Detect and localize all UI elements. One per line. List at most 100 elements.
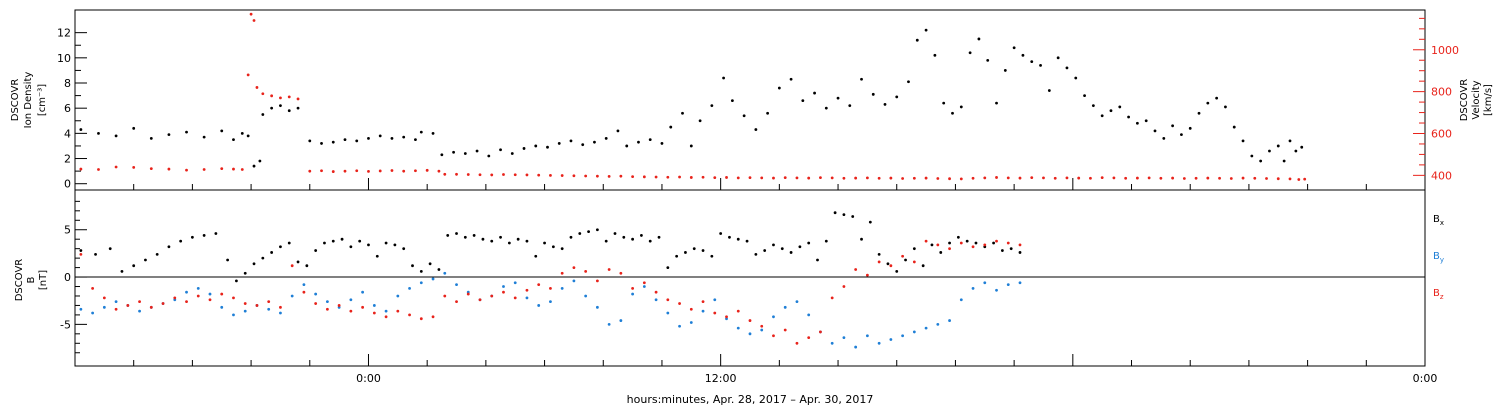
field-point-by <box>267 307 271 311</box>
field-point-bx <box>684 251 687 254</box>
field-point-bx <box>578 232 582 235</box>
field-point-bx <box>595 228 599 232</box>
field-point-bx <box>930 243 934 247</box>
velocity-point <box>654 175 658 179</box>
velocity-point <box>830 176 834 180</box>
density-point <box>1003 69 1007 72</box>
density-point <box>546 145 549 149</box>
field-point-bx <box>463 235 467 239</box>
field-point-by <box>830 341 834 345</box>
field-point-bz <box>138 300 141 304</box>
field-point-by <box>889 338 893 341</box>
field-point-bx <box>108 247 112 251</box>
density-point <box>689 144 693 148</box>
density-point <box>557 142 561 145</box>
field-point-by <box>1018 281 1022 285</box>
field-point-bz <box>1006 241 1010 245</box>
field-point-bx <box>243 271 247 275</box>
field-point-bz <box>619 271 623 275</box>
density-axis-label-line-2: Ion Density <box>23 72 34 129</box>
density-point <box>722 76 725 80</box>
legend-label-bx: Bx <box>1433 214 1444 227</box>
velocity-point <box>783 176 787 180</box>
field-axis-label-line-1: DSCOVR <box>14 259 25 302</box>
field-point-by <box>361 290 365 294</box>
field-point-bz <box>185 300 188 304</box>
density-point <box>149 136 153 140</box>
density-point <box>463 152 467 155</box>
field-point-bx <box>640 234 643 237</box>
density-tick-label: 4 <box>64 127 71 140</box>
field-point-by <box>372 304 376 307</box>
field-point-bx <box>516 237 520 241</box>
density-point <box>1282 159 1286 163</box>
legend-subscript: x <box>1440 219 1444 227</box>
field-point-by <box>196 287 200 290</box>
field-point-bx <box>402 247 406 251</box>
field-point-bx <box>252 262 256 266</box>
velocity-point <box>255 86 259 89</box>
density-point <box>355 139 359 143</box>
field-point-bx <box>543 241 546 245</box>
velocity-point <box>252 19 256 22</box>
field-point-bx <box>895 269 899 273</box>
velocity-point <box>185 168 188 172</box>
field-point-bx <box>437 268 441 271</box>
velocity-point <box>607 174 611 178</box>
velocity-point <box>666 175 670 179</box>
field-point-by <box>408 287 411 290</box>
magnetic-field-panel: -505 0:00 12:00 0:00 DSCOVR B [nT] BxByBz … <box>14 178 1444 406</box>
field-point-bz <box>795 341 799 345</box>
field-tick-label: 5 <box>64 224 71 237</box>
density-point <box>1127 115 1130 119</box>
density-point <box>261 113 265 116</box>
density-point <box>1259 159 1263 163</box>
field-point-by <box>102 305 106 309</box>
density-tick-label: 2 <box>64 153 71 166</box>
density-tick-label: 6 <box>64 102 71 115</box>
density-point <box>883 103 887 106</box>
velocity-point <box>912 176 916 180</box>
field-point-bz <box>584 269 588 273</box>
density-point <box>766 111 770 115</box>
velocity-point <box>1194 176 1198 180</box>
field-point-bx <box>393 243 397 247</box>
field-point-bx <box>367 243 370 247</box>
field-point-by <box>631 292 635 296</box>
density-point <box>1241 139 1245 143</box>
plasma-panel: 0 2 4 6 8 10 12 400 600 800 1000 DSCOVR Ion Densi… <box>10 9 1494 191</box>
velocity-point <box>936 177 940 180</box>
field-point-bz <box>302 290 306 294</box>
field-point-by <box>537 304 541 307</box>
field-point-by <box>877 341 881 345</box>
field-point-bx <box>657 235 661 239</box>
field-point-by <box>642 285 646 288</box>
field-point-bz <box>1018 243 1022 247</box>
field-point-bz <box>126 304 130 307</box>
density-point <box>534 144 538 148</box>
density-point <box>1135 121 1139 125</box>
field-point-bx <box>886 262 890 266</box>
field-point-bx <box>428 262 432 266</box>
velocity-point <box>240 168 244 171</box>
density-point <box>1144 119 1148 123</box>
density-point <box>789 77 793 81</box>
field-point-by <box>314 292 318 296</box>
field-point-bz <box>549 287 552 290</box>
velocity-point <box>1112 176 1116 180</box>
field-tick-label: 0 <box>64 271 71 284</box>
legend-subscript: y <box>1440 256 1444 264</box>
field-point-by <box>302 283 306 287</box>
velocity-point <box>1229 177 1233 180</box>
field-point-by <box>619 319 623 322</box>
field-point-bx <box>331 239 335 243</box>
density-point <box>510 152 514 155</box>
legend-subscript: z <box>1440 293 1444 301</box>
density-point <box>951 111 954 115</box>
density-point <box>1268 149 1271 153</box>
field-point-by <box>138 309 141 313</box>
velocity-point <box>149 167 153 171</box>
field-point-bx <box>631 237 635 241</box>
field-point-bz <box>408 313 411 317</box>
